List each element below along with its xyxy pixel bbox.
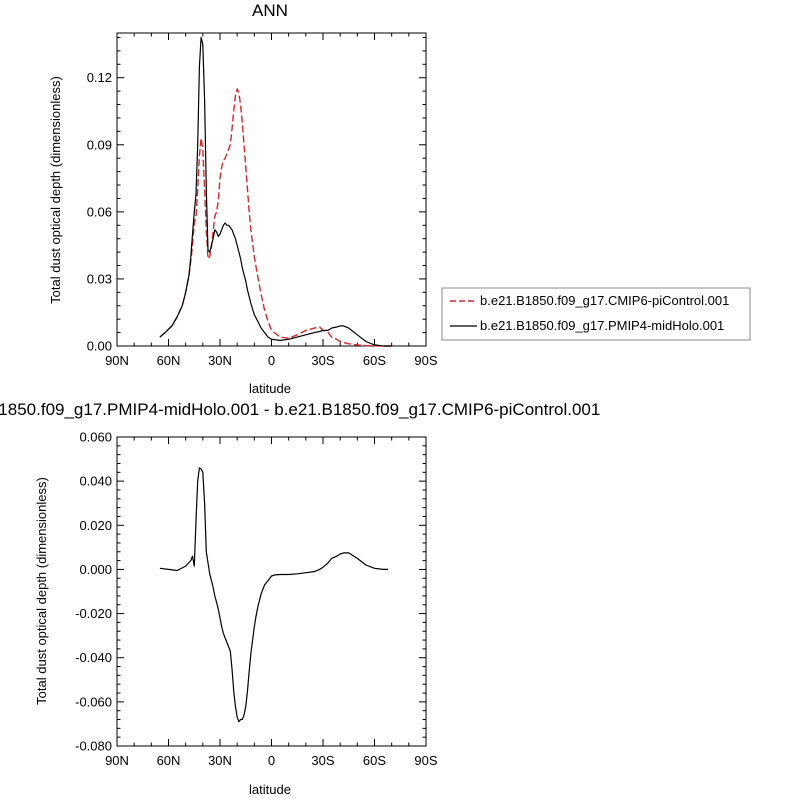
x-tick-label: 30N (208, 353, 232, 368)
axis-ticks: 90N 60N 30N 0 30S 60S 90S -0.080 -0.060 -0.040 -0.… (75, 430, 438, 769)
y-tick-label: -0.040 (75, 650, 112, 665)
legend-label-midHolo: b.e21.B1850.f09_g17.PMIP4-midHolo.001 (480, 318, 724, 333)
y-tick-label: 0.00 (87, 339, 112, 354)
y-tick-label: -0.060 (75, 694, 112, 709)
y-tick-label: 0.06 (87, 204, 112, 219)
x-tick-label: 0 (268, 353, 275, 368)
x-tick-label: 90N (105, 353, 129, 368)
x-tick-label: 60S (363, 353, 386, 368)
x-tick-label: 60N (157, 353, 181, 368)
y-tick-label: 0.060 (79, 430, 112, 445)
legend-box (441, 287, 751, 341)
x-tick-label: 90S (414, 753, 437, 768)
y-tick-label: 0.040 (79, 474, 112, 489)
series-line-1 (159, 36, 392, 347)
axis-ticks: 90N 60N 30N 0 30S 60S 90S 0.00 0.03 0.06 0.09 0.12 (87, 33, 438, 368)
y-tick-label: -0.080 (75, 739, 112, 754)
legend: b.e21.B1850.f09_g17.CMIP6-piControl.001 … (441, 287, 751, 341)
x-axis-label: latitude (249, 381, 291, 396)
chart-top: ANN 90N 60N 30N 0 30S 60S 90S 0.00 0.03 0.06 0.09 0… (48, 1, 751, 396)
legend-label-piControl: b.e21.B1850.f09_g17.CMIP6-piControl.001 (480, 293, 729, 308)
series-lines (159, 36, 392, 347)
y-tick-label: 0.09 (87, 137, 112, 152)
x-tick-label: 30S (311, 353, 334, 368)
y-tick-label: 0.12 (87, 70, 112, 85)
x-tick-label: 30N (208, 753, 232, 768)
chart-title: b.e21.B1850.f09_g17.PMIP4-midHolo.001 - … (0, 400, 600, 419)
series-lines (159, 467, 389, 723)
series-line-0 (159, 88, 392, 347)
y-tick-label: 0.020 (79, 518, 112, 533)
y-tick-label: 0.000 (79, 562, 112, 577)
x-tick-label: 30S (311, 753, 334, 768)
series-line-0 (159, 467, 389, 723)
x-tick-label: 0 (268, 753, 275, 768)
x-tick-label: 90S (414, 353, 437, 368)
x-tick-label: 60N (157, 753, 181, 768)
y-axis-label: Total dust optical depth (dimensionless) (48, 76, 63, 304)
plot-frame (116, 32, 427, 347)
x-tick-label: 90N (105, 753, 129, 768)
plot-frame (116, 436, 427, 747)
chart-title: ANN (252, 1, 288, 20)
y-tick-label: 0.03 (87, 271, 112, 286)
chart-bottom: b.e21.B1850.f09_g17.PMIP4-midHolo.001 - … (0, 400, 600, 797)
y-tick-label: -0.020 (75, 606, 112, 621)
x-axis-label: latitude (249, 782, 291, 797)
x-tick-label: 60S (363, 753, 386, 768)
y-axis-label: Total dust optical depth (dimensionless) (34, 477, 49, 705)
